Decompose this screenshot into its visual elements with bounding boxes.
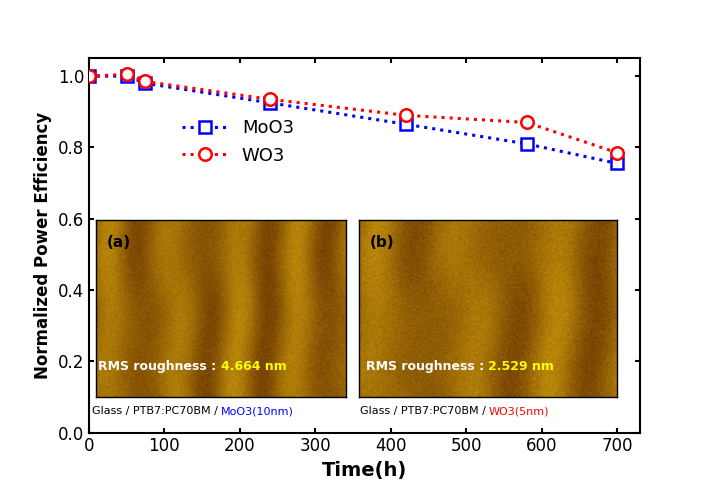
Text: 4.664 nm: 4.664 nm bbox=[221, 361, 287, 373]
Legend: MoO3, WO3: MoO3, WO3 bbox=[175, 112, 301, 172]
Text: Glass / PTB7:PC70BM /: Glass / PTB7:PC70BM / bbox=[92, 406, 221, 416]
X-axis label: Time(h): Time(h) bbox=[322, 461, 407, 480]
Text: (b): (b) bbox=[370, 235, 394, 250]
Text: 2.529 nm: 2.529 nm bbox=[488, 361, 554, 373]
Text: (a): (a) bbox=[107, 235, 131, 250]
Text: RMS roughness :: RMS roughness : bbox=[365, 361, 488, 373]
Text: RMS roughness :: RMS roughness : bbox=[98, 361, 221, 373]
Text: Glass / PTB7:PC70BM /: Glass / PTB7:PC70BM / bbox=[360, 406, 489, 416]
Text: MoO3(10nm): MoO3(10nm) bbox=[221, 406, 294, 416]
Text: WO3(5nm): WO3(5nm) bbox=[489, 406, 550, 416]
Y-axis label: Normalized Power Efficiency: Normalized Power Efficiency bbox=[34, 112, 52, 379]
